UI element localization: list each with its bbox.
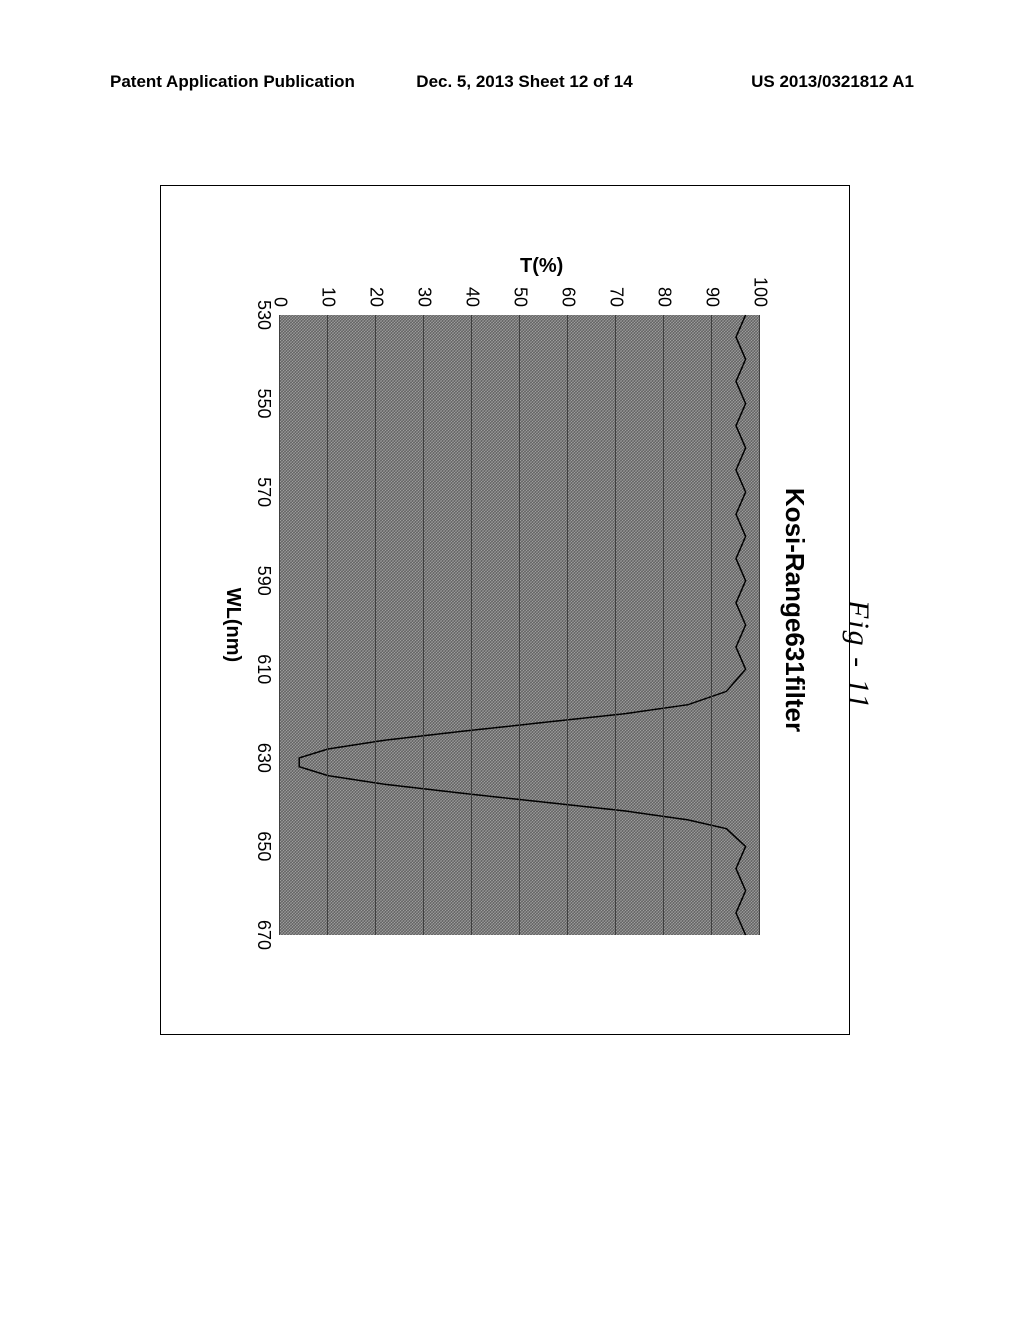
x-tick-label: 590 xyxy=(253,566,280,596)
gridline xyxy=(711,315,712,935)
x-tick-label: 550 xyxy=(253,389,280,419)
gridline xyxy=(663,315,664,935)
header-left: Patent Application Publication xyxy=(110,72,391,92)
y-tick-label: 40 xyxy=(462,287,483,315)
y-tick-label: 70 xyxy=(606,287,627,315)
y-tick-label: 90 xyxy=(702,287,723,315)
gridline xyxy=(327,315,328,935)
gridline xyxy=(423,315,424,935)
x-tick-label: 570 xyxy=(253,477,280,507)
page-header: Patent Application Publication Dec. 5, 2… xyxy=(0,72,1024,92)
gridline xyxy=(471,315,472,935)
y-tick-label: 20 xyxy=(366,287,387,315)
y-tick-label: 50 xyxy=(510,287,531,315)
y-tick-label: 60 xyxy=(558,287,579,315)
y-axis-label: T(%) xyxy=(520,255,563,278)
gridline xyxy=(759,315,760,935)
y-tick-label: 30 xyxy=(414,287,435,315)
y-tick-label: 10 xyxy=(318,287,339,315)
filter-curve xyxy=(280,315,760,935)
chart-rotated: Kosi-Range631filter 01020304050607080901… xyxy=(160,185,850,1035)
header-mid: Dec. 5, 2013 Sheet 12 of 14 xyxy=(391,72,632,92)
y-tick-label: 80 xyxy=(654,287,675,315)
plot-area: 0102030405060708090100530550570590610630… xyxy=(280,315,760,935)
chart-title: Kosi-Range631filter xyxy=(779,185,810,1035)
x-tick-label: 530 xyxy=(253,300,280,330)
x-tick-label: 630 xyxy=(253,743,280,773)
x-tick-label: 610 xyxy=(253,654,280,684)
header-right: US 2013/0321812 A1 xyxy=(633,72,914,92)
gridline xyxy=(615,315,616,935)
page: Patent Application Publication Dec. 5, 2… xyxy=(0,0,1024,1320)
gridline xyxy=(567,315,568,935)
figure-frame: Kosi-Range631filter 01020304050607080901… xyxy=(160,185,850,1035)
x-tick-label: 670 xyxy=(253,920,280,950)
figure-caption: Fig - 11 xyxy=(841,600,875,710)
x-tick-label: 650 xyxy=(253,831,280,861)
y-tick-label: 100 xyxy=(750,277,771,315)
gridline xyxy=(375,315,376,935)
x-axis-label: WL(nm) xyxy=(221,315,244,935)
gridline xyxy=(519,315,520,935)
